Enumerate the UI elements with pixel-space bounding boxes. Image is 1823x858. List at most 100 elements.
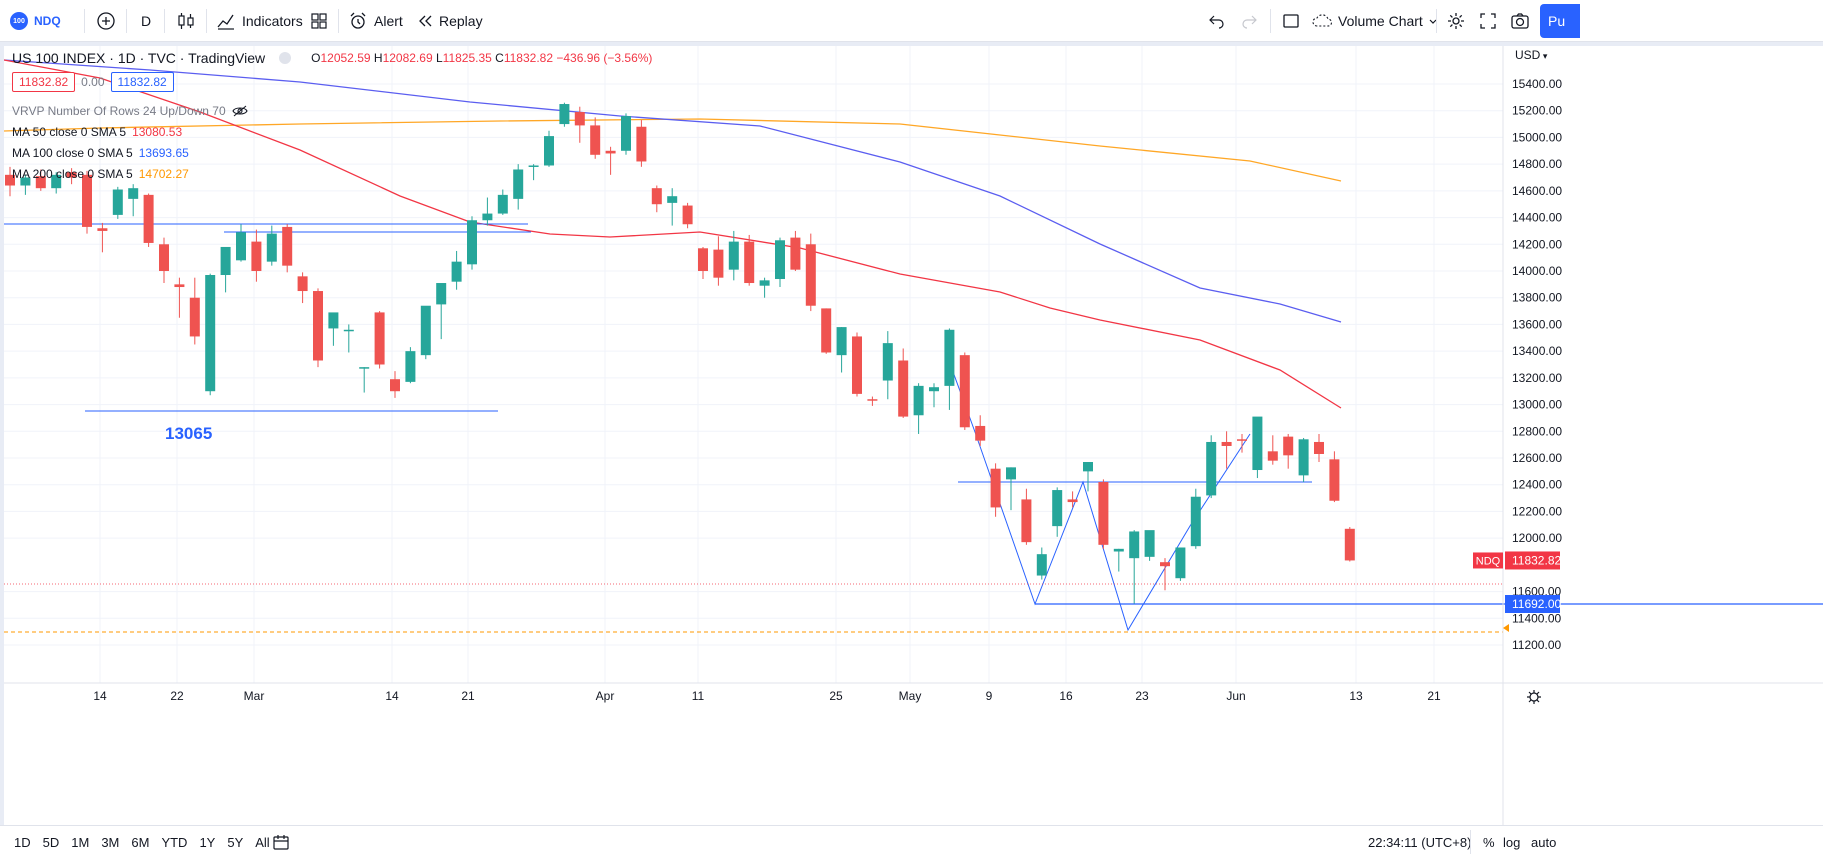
candle: [35, 169, 46, 191]
range-6m[interactable]: 6M: [131, 834, 150, 850]
candle: [66, 168, 77, 185]
candle: [128, 184, 139, 217]
indicator-ma50[interactable]: MA 50 close 0 SMA 5 13080.53: [12, 125, 183, 139]
price-tick-label: 13600.00: [1512, 317, 1562, 331]
legend-title[interactable]: US 100 INDEX · 1D · TVC · TradingView: [12, 50, 266, 66]
candles-icon: [178, 13, 194, 29]
candle-body: [728, 241, 739, 270]
candle: [913, 383, 924, 434]
candle: [143, 193, 154, 247]
candle: [1267, 435, 1278, 465]
line-price-label: 11692.00: [1512, 597, 1561, 611]
candle: [682, 202, 693, 229]
last-symbol-label: NDQ: [1476, 555, 1501, 567]
range-3m[interactable]: 3M: [101, 834, 120, 850]
divider: [338, 9, 339, 33]
indicators-button[interactable]: Indicators: [216, 0, 303, 42]
currency-selector[interactable]: USD ▾: [1515, 48, 1548, 62]
candle-body: [1052, 490, 1063, 527]
candle-body: [1267, 451, 1278, 461]
price-tick-label: 11400.00: [1512, 611, 1561, 625]
legend-close: 11832.82: [503, 51, 554, 65]
candle: [651, 185, 662, 213]
clock[interactable]: 22:34:11 (UTC+8): [1368, 834, 1472, 850]
publish-button[interactable]: Pu: [1540, 4, 1580, 38]
alert-button[interactable]: Alert: [348, 0, 403, 42]
replay-button[interactable]: Replay: [417, 0, 483, 42]
candle-body: [82, 174, 92, 227]
time-tick-label: 21: [461, 689, 475, 703]
time-tick-label: 16: [1059, 689, 1073, 703]
eye-hidden-icon[interactable]: [232, 105, 248, 117]
interval-button[interactable]: D: [141, 0, 151, 42]
candle: [282, 224, 293, 273]
candle-body: [621, 116, 631, 151]
range-5y[interactable]: 5Y: [227, 834, 244, 850]
grid-lines: [4, 46, 1503, 683]
candle: [159, 237, 169, 284]
candle-body: [159, 244, 169, 271]
candle-body: [651, 188, 662, 205]
candle-body: [867, 399, 878, 401]
range-1m[interactable]: 1M: [71, 834, 90, 850]
price-chart[interactable]: 15400.00 15200.00 15000.00 14800.00 14600.00…: [4, 46, 1823, 825]
range-1d[interactable]: 1D: [14, 834, 31, 850]
candle-body: [944, 329, 955, 386]
candle: [1252, 416, 1263, 479]
fullscreen-button[interactable]: [1479, 0, 1497, 42]
candle: [790, 230, 801, 271]
candle-body: [1067, 499, 1078, 503]
range-ytd[interactable]: YTD: [161, 834, 188, 850]
compare-button[interactable]: [95, 0, 117, 42]
candle-body: [174, 284, 185, 288]
candle-body: [359, 367, 370, 369]
time-tick-label: 9: [986, 689, 993, 703]
fullscreen-frame-button[interactable]: [1281, 0, 1301, 42]
price-tick-label: 12800.00: [1512, 424, 1562, 438]
candle-body: [236, 232, 246, 261]
layout-menu[interactable]: Volume Chart: [1312, 0, 1439, 42]
candle: [1175, 547, 1186, 581]
redo-button[interactable]: [1240, 0, 1258, 42]
candle-body: [297, 276, 308, 292]
bottom-toolbar: 1D 5D 1M 3M 6M YTD 1Y 5Y All 22:34:11 (UTC+8) % …: [0, 825, 1823, 857]
indicator-ma100[interactable]: MA 100 close 0 SMA 5 13693.65: [12, 146, 189, 160]
candle-body: [1283, 436, 1294, 456]
alert-marker-icon: [1503, 624, 1509, 632]
range-all[interactable]: All: [255, 834, 270, 850]
annotation-13065[interactable]: 13065: [165, 424, 213, 443]
goto-date-button[interactable]: [272, 826, 290, 858]
templates-button[interactable]: [309, 0, 329, 42]
auto-toggle[interactable]: auto: [1531, 834, 1557, 850]
candle: [374, 311, 385, 369]
candle-body: [1298, 439, 1309, 476]
candle-body: [66, 172, 77, 178]
log-toggle[interactable]: log: [1503, 834, 1521, 850]
chevron-down-icon: [1429, 19, 1437, 24]
top-toolbar: 100 NDQ D Indicators Alert Replay Volume: [0, 0, 1823, 42]
chart-pane[interactable]: 15400.00 15200.00 15000.00 14800.00 14600.00…: [0, 42, 1823, 825]
indicator-vrvp[interactable]: VRVP Number Of Rows 24 Up/Down 70: [12, 104, 652, 118]
range-5d[interactable]: 5D: [42, 834, 60, 850]
candle: [1206, 435, 1217, 499]
chart-type-button[interactable]: [176, 0, 196, 42]
buy-price[interactable]: 11832.82: [110, 72, 174, 92]
percent-toggle[interactable]: %: [1483, 834, 1495, 850]
settings-button[interactable]: [1446, 0, 1466, 42]
candle-body: [251, 241, 262, 271]
range-1y[interactable]: 1Y: [199, 834, 216, 850]
candle-body: [497, 194, 508, 214]
indicator-ma200[interactable]: MA 200 close 0 SMA 5 14702.27: [12, 167, 189, 181]
sell-price[interactable]: 11832.82: [12, 72, 76, 92]
candle-body: [559, 104, 570, 125]
candle: [805, 233, 816, 312]
price-tick-label: 12000.00: [1512, 531, 1562, 545]
undo-button[interactable]: [1208, 0, 1226, 42]
candle-body: [328, 312, 339, 329]
snapshot-button[interactable]: [1510, 0, 1530, 42]
symbol-search[interactable]: 100 NDQ: [10, 0, 61, 42]
legend-high: 12082.69: [382, 51, 433, 65]
candle: [359, 367, 370, 393]
price-tick-label: 14600.00: [1512, 184, 1562, 198]
axis-settings-icon[interactable]: [1527, 690, 1541, 704]
